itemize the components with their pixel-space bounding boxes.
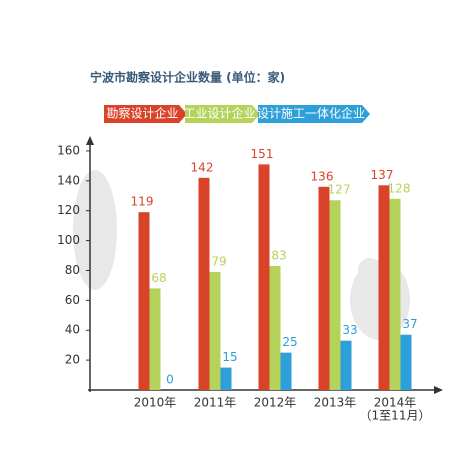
- bar: [198, 177, 210, 390]
- x-axis-arrow: [434, 386, 443, 394]
- value-label: 142: [191, 160, 214, 174]
- value-label: 79: [211, 254, 226, 268]
- legend-label: 勘察设计企业: [106, 106, 178, 121]
- legend-swatch: [258, 105, 370, 123]
- y-axis-arrow: [86, 136, 94, 145]
- y-tick-label: 140: [57, 173, 80, 187]
- value-label: 68: [151, 271, 166, 285]
- bar: [400, 334, 412, 390]
- bar: [318, 186, 330, 390]
- value-label: 37: [402, 317, 417, 331]
- x-tick-note: （1至11月）: [360, 409, 431, 423]
- bar: [329, 200, 341, 390]
- x-tick-label: 2011年: [194, 396, 237, 410]
- value-label: 128: [388, 181, 411, 195]
- legend-label: 设计施工一体化企业: [257, 106, 365, 121]
- value-label: 83: [271, 248, 286, 262]
- y-tick-label: 40: [65, 323, 80, 337]
- value-label: 119: [131, 195, 154, 209]
- x-tick-label: 2013年: [314, 396, 357, 410]
- y-tick-label: 160: [57, 143, 80, 157]
- value-label: 33: [342, 323, 357, 337]
- bar: [258, 164, 270, 390]
- value-label: 127: [328, 183, 351, 197]
- bar: [280, 352, 292, 390]
- x-tick-label: 2014年: [374, 396, 417, 410]
- bar: [269, 265, 281, 390]
- value-label: 25: [282, 335, 297, 349]
- y-tick-label: 100: [57, 233, 80, 247]
- bar: [378, 185, 390, 390]
- value-label: 151: [251, 147, 274, 161]
- bar: [149, 288, 161, 390]
- bar: [340, 340, 352, 390]
- chart-title: 宁波市勘察设计企业数量 (单位：家): [90, 70, 285, 85]
- bar: [138, 212, 150, 390]
- y-tick-label: 120: [57, 203, 80, 217]
- legend-swatch: [104, 105, 187, 123]
- y-tick-label: 20: [65, 353, 80, 367]
- y-tick-label: 80: [65, 263, 80, 277]
- x-tick-label: 2010年: [134, 396, 177, 410]
- bar: [220, 367, 232, 390]
- bar: [389, 198, 401, 390]
- value-label: 136: [311, 169, 334, 183]
- value-label: 15: [222, 350, 237, 364]
- legend-swatch: [185, 105, 260, 123]
- value-label: 137: [371, 168, 394, 182]
- value-label: 0: [166, 373, 174, 387]
- background-figures: [73, 170, 410, 340]
- bar: [209, 271, 221, 390]
- legend-label: 工业设计企业: [183, 106, 255, 121]
- y-tick-label: 60: [65, 293, 80, 307]
- x-tick-label: 2012年: [254, 396, 297, 410]
